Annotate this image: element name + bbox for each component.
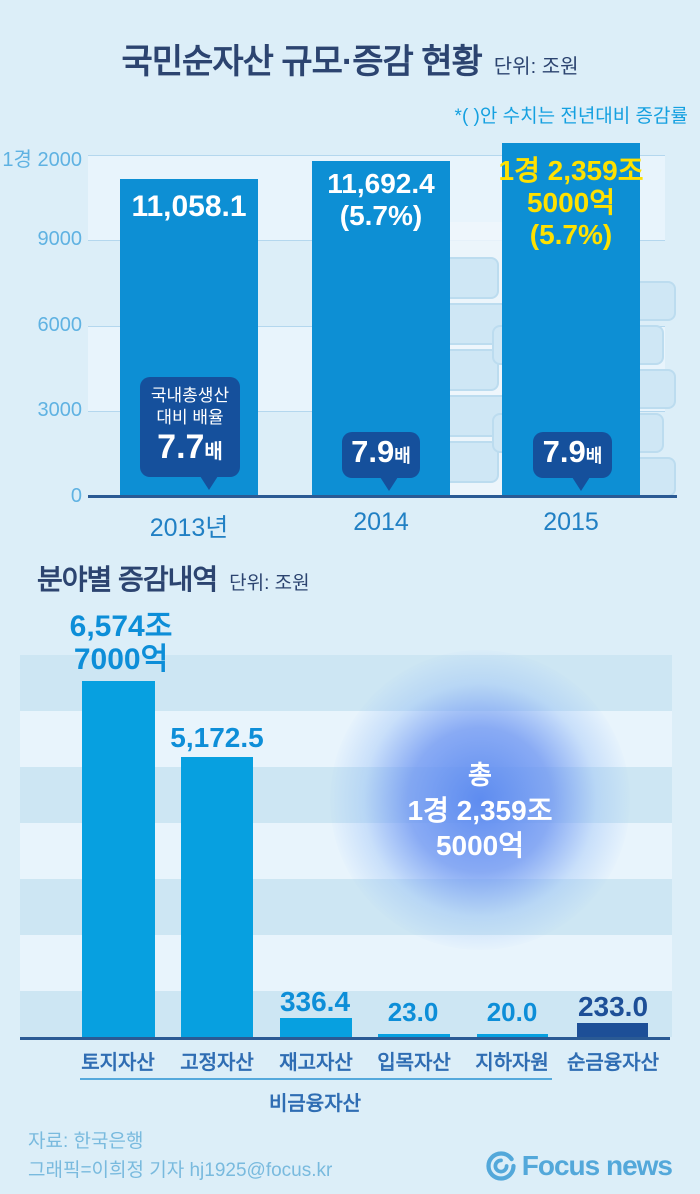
gdp-ratio-callout-2013: 국내총생산 대비 배율 7.7배 bbox=[140, 377, 240, 490]
focus-news-swirl-icon bbox=[486, 1151, 516, 1181]
bar-inventory-assets bbox=[280, 1018, 352, 1037]
y-tick-label: 6000 bbox=[37, 314, 83, 336]
x-tick-label-2013: 2013년 bbox=[149, 514, 229, 542]
total-value-line1: 1경 2,359조 bbox=[407, 795, 553, 826]
category-label-inventory: 재고자산 bbox=[279, 1052, 353, 1074]
value-subsoil-resources: 20.0 bbox=[486, 997, 538, 1027]
bar-land-assets bbox=[82, 681, 155, 1037]
value-fixed-assets: 5,172.5 bbox=[170, 722, 264, 753]
gdp-ratio-value: 7.9배 bbox=[351, 434, 411, 469]
bar-value-2013: 11,058.1 bbox=[131, 190, 247, 223]
focus-news-logo: Focus news bbox=[486, 1150, 673, 1182]
bar-value-2014: 11,692.4 (5.7%) bbox=[327, 168, 435, 231]
total-glow-circle bbox=[330, 650, 630, 950]
header: 국민순자산 규모·증감 현황 단위: 조원 bbox=[0, 34, 700, 83]
section-unit-label: 단위: 조원 bbox=[229, 573, 310, 594]
value-land-assets: 6,574조 7000억 bbox=[69, 610, 173, 676]
value-net-financial-assets: 233.0 bbox=[577, 991, 649, 1022]
page-unit-label: 단위: 조원 bbox=[493, 56, 579, 78]
category-label-timber: 입목자산 bbox=[377, 1052, 451, 1074]
gdp-ratio-callout-2015: 7.9배 bbox=[533, 432, 612, 491]
bar-standing-timber bbox=[378, 1034, 450, 1037]
callout-caption: 국내총생산 bbox=[150, 386, 230, 405]
y-tick-label: 9000 bbox=[37, 228, 83, 250]
non-financial-group-underline bbox=[80, 1078, 552, 1080]
value-standing-timber: 23.0 bbox=[387, 997, 439, 1027]
y-tick-label: 1경 2000 bbox=[2, 149, 82, 171]
category-label-land: 토지자산 bbox=[81, 1052, 155, 1074]
bar-value-2015: 1경 2,359조 5000억 (5.7%) bbox=[498, 155, 644, 250]
callout-tail bbox=[572, 477, 590, 491]
graphic-credit: 그래픽=이희정 기자 hj1925@focus.kr bbox=[28, 1160, 333, 1181]
focus-news-wordmark: Focus news bbox=[521, 1150, 673, 1181]
y-tick-label: 0 bbox=[70, 485, 82, 507]
callout-caption: 대비 배율 bbox=[156, 408, 224, 427]
x-axis-line bbox=[88, 495, 677, 498]
total-value-line2: 5000억 bbox=[435, 830, 525, 861]
category-label-subsoil: 지하자원 bbox=[475, 1052, 549, 1074]
x-tick-label-2015: 2015 bbox=[543, 508, 599, 536]
section-title: 분야별 증감내역 bbox=[37, 564, 218, 595]
bar-subsoil-resources bbox=[477, 1034, 548, 1037]
non-financial-group-label: 비금융자산 bbox=[269, 1093, 361, 1115]
gdp-ratio-value: 7.7배 bbox=[157, 428, 223, 466]
bar-fixed-assets bbox=[181, 757, 253, 1037]
category-label-net-financial: 순금융자산 bbox=[567, 1052, 659, 1074]
page-title: 국민순자산 규모·증감 현황 bbox=[121, 43, 482, 81]
category-label-fixed: 고정자산 bbox=[180, 1052, 254, 1074]
gdp-ratio-callout-2014: 7.9배 bbox=[342, 432, 420, 491]
footnote-yoy: *( )안 수치는 전년대비 증감률 bbox=[454, 106, 688, 127]
bar-net-financial-assets bbox=[577, 1023, 648, 1037]
gdp-ratio-value: 7.9배 bbox=[542, 434, 603, 469]
data-source: 자료: 한국은행 bbox=[28, 1131, 144, 1152]
y-tick-label: 3000 bbox=[37, 399, 83, 421]
value-inventory-assets: 336.4 bbox=[279, 986, 351, 1017]
callout-tail bbox=[200, 476, 218, 490]
section-header: 분야별 증감내역 단위: 조원 bbox=[37, 558, 310, 598]
gridline bbox=[88, 155, 665, 156]
x-tick-label-2014: 2014 bbox=[353, 508, 409, 536]
callout-tail bbox=[380, 477, 398, 491]
total-prefix: 총 bbox=[468, 760, 492, 790]
x-axis-line bbox=[20, 1037, 670, 1040]
